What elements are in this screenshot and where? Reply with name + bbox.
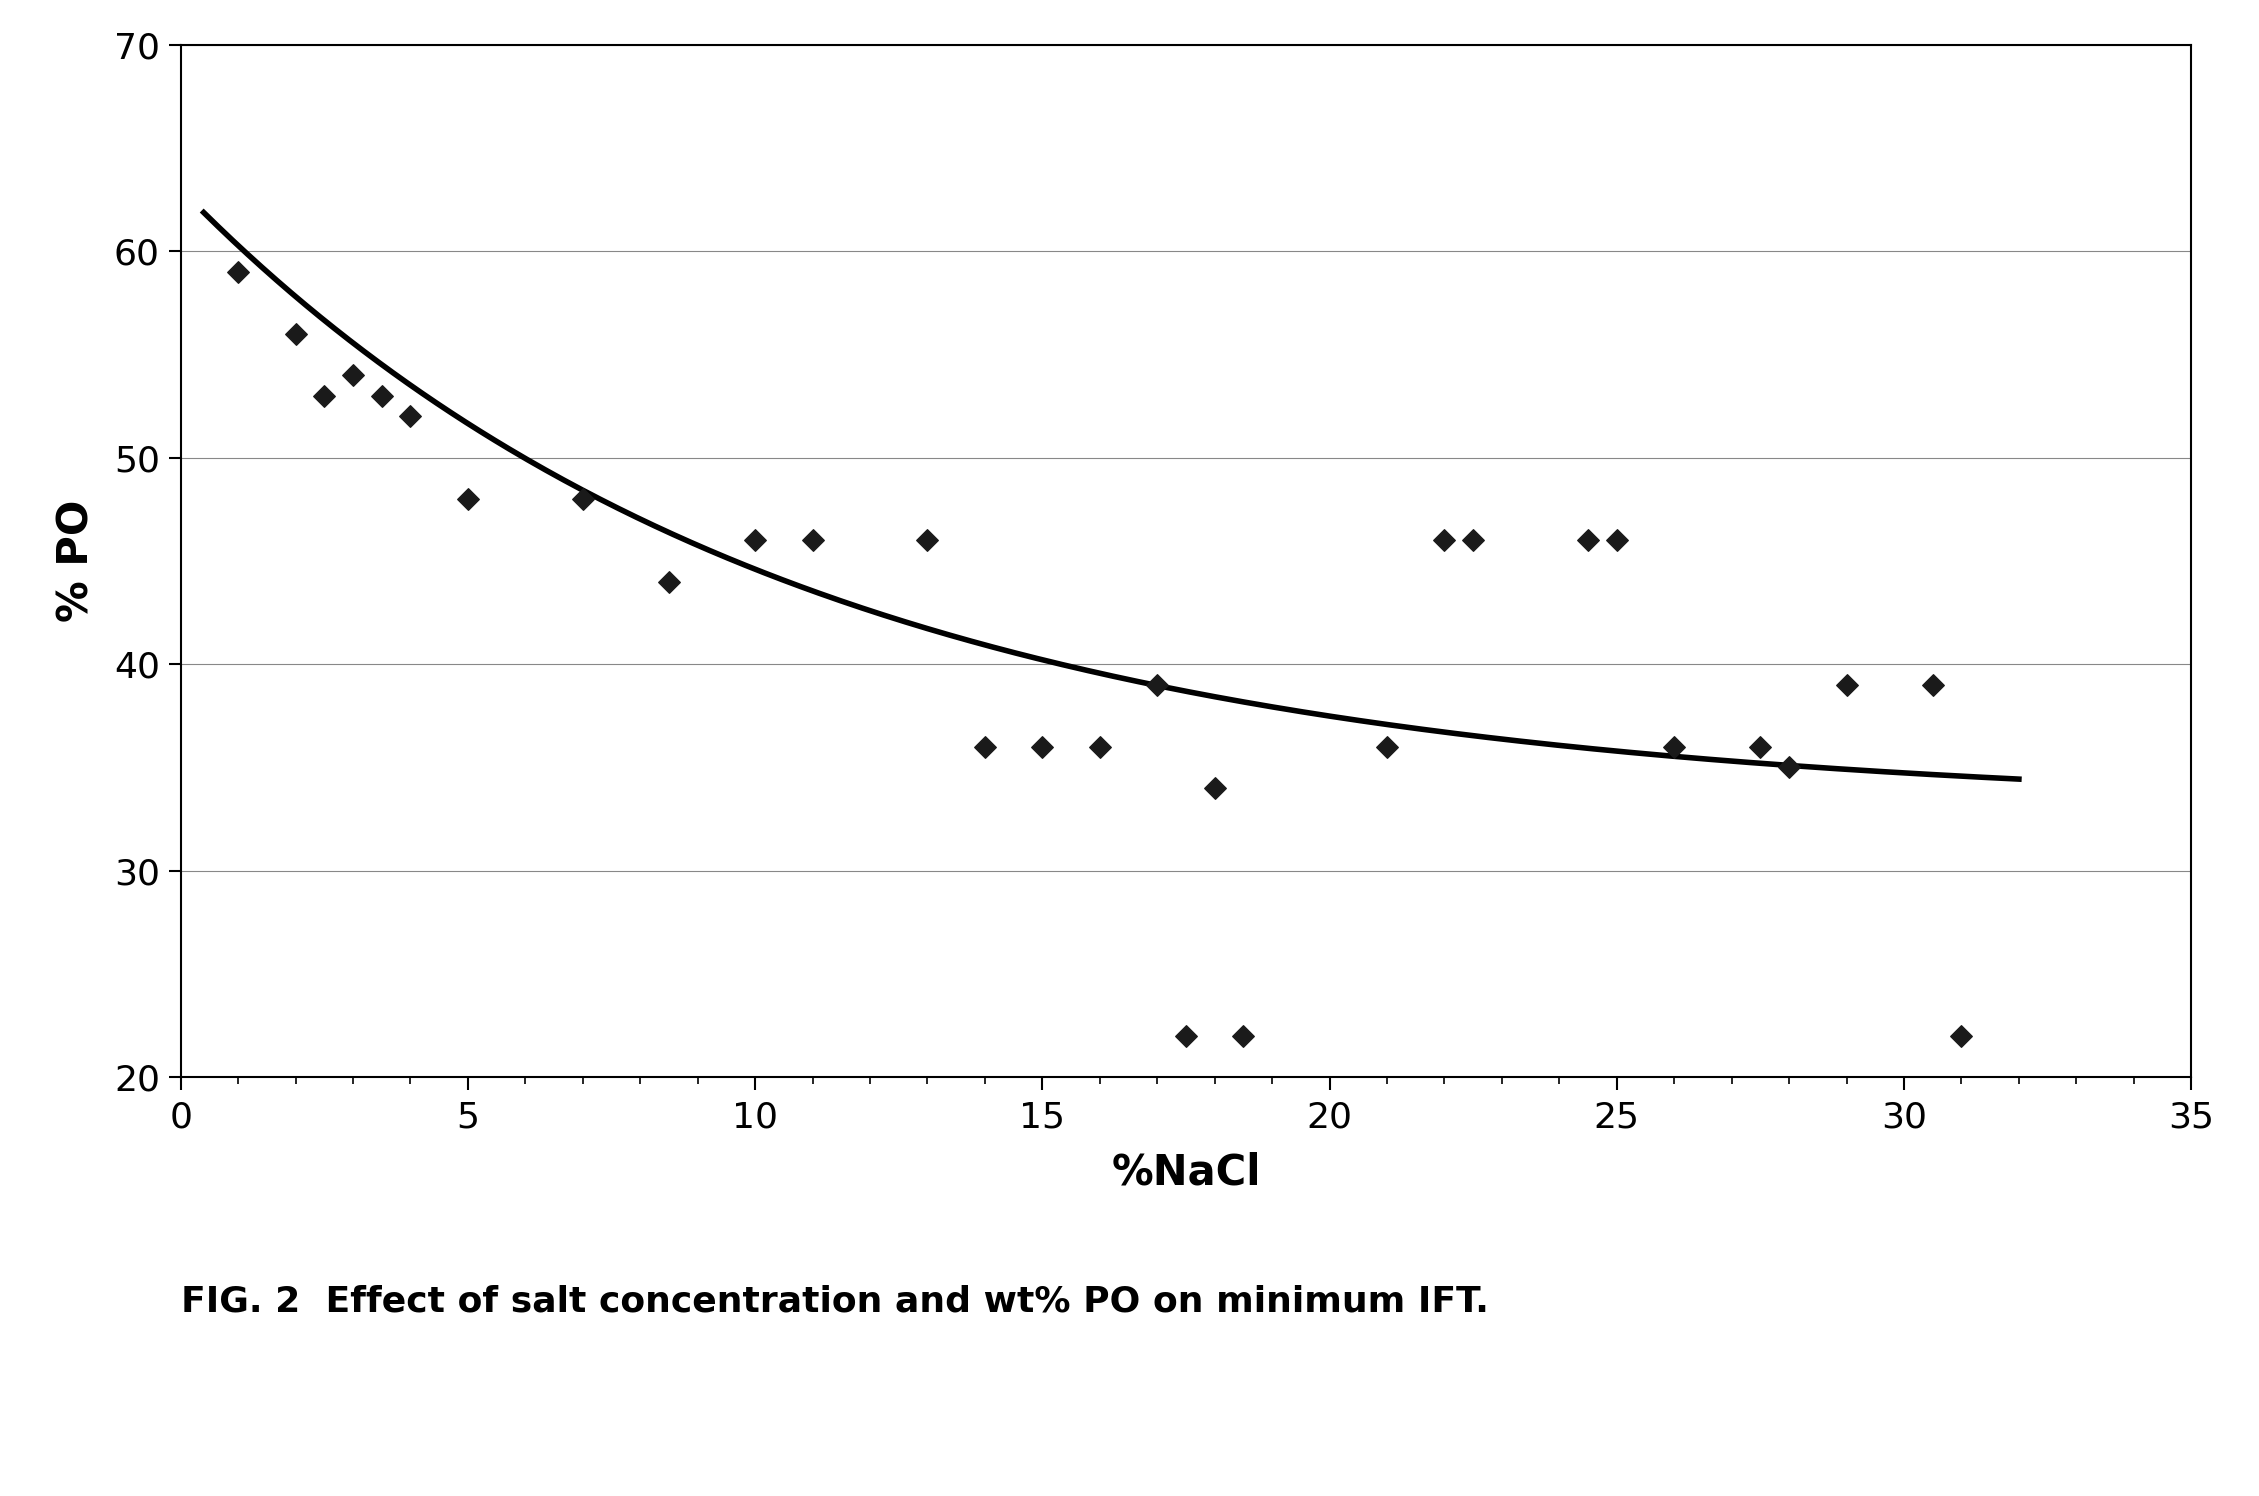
Point [1828,673,1864,697]
Point [736,528,773,552]
Point [795,528,831,552]
Point [651,570,687,594]
Point [1916,673,1952,697]
Point [1082,735,1118,758]
Point [1656,735,1692,758]
Point [1369,735,1405,758]
Point [1599,528,1636,552]
Point [307,384,343,408]
Point [1570,528,1606,552]
Point [1139,673,1175,697]
Point [278,322,314,346]
Point [1742,735,1778,758]
Point [219,260,255,284]
Point [1224,1023,1261,1047]
Point [565,488,601,512]
Point [450,488,486,512]
Point [1455,528,1491,552]
Point [967,735,1003,758]
Point [910,528,947,552]
Point [1771,755,1807,779]
Point [1023,735,1059,758]
Point [1197,776,1233,800]
Point [393,404,429,428]
Point [334,364,370,387]
Point [1168,1023,1204,1047]
Point [1425,528,1462,552]
X-axis label: %NaCl: %NaCl [1111,1152,1261,1194]
Text: FIG. 2  Effect of salt concentration and wt% PO on minimum IFT.: FIG. 2 Effect of salt concentration and … [181,1285,1489,1318]
Y-axis label: % PO: % PO [54,500,97,622]
Point [1943,1023,1979,1047]
Point [364,384,400,408]
